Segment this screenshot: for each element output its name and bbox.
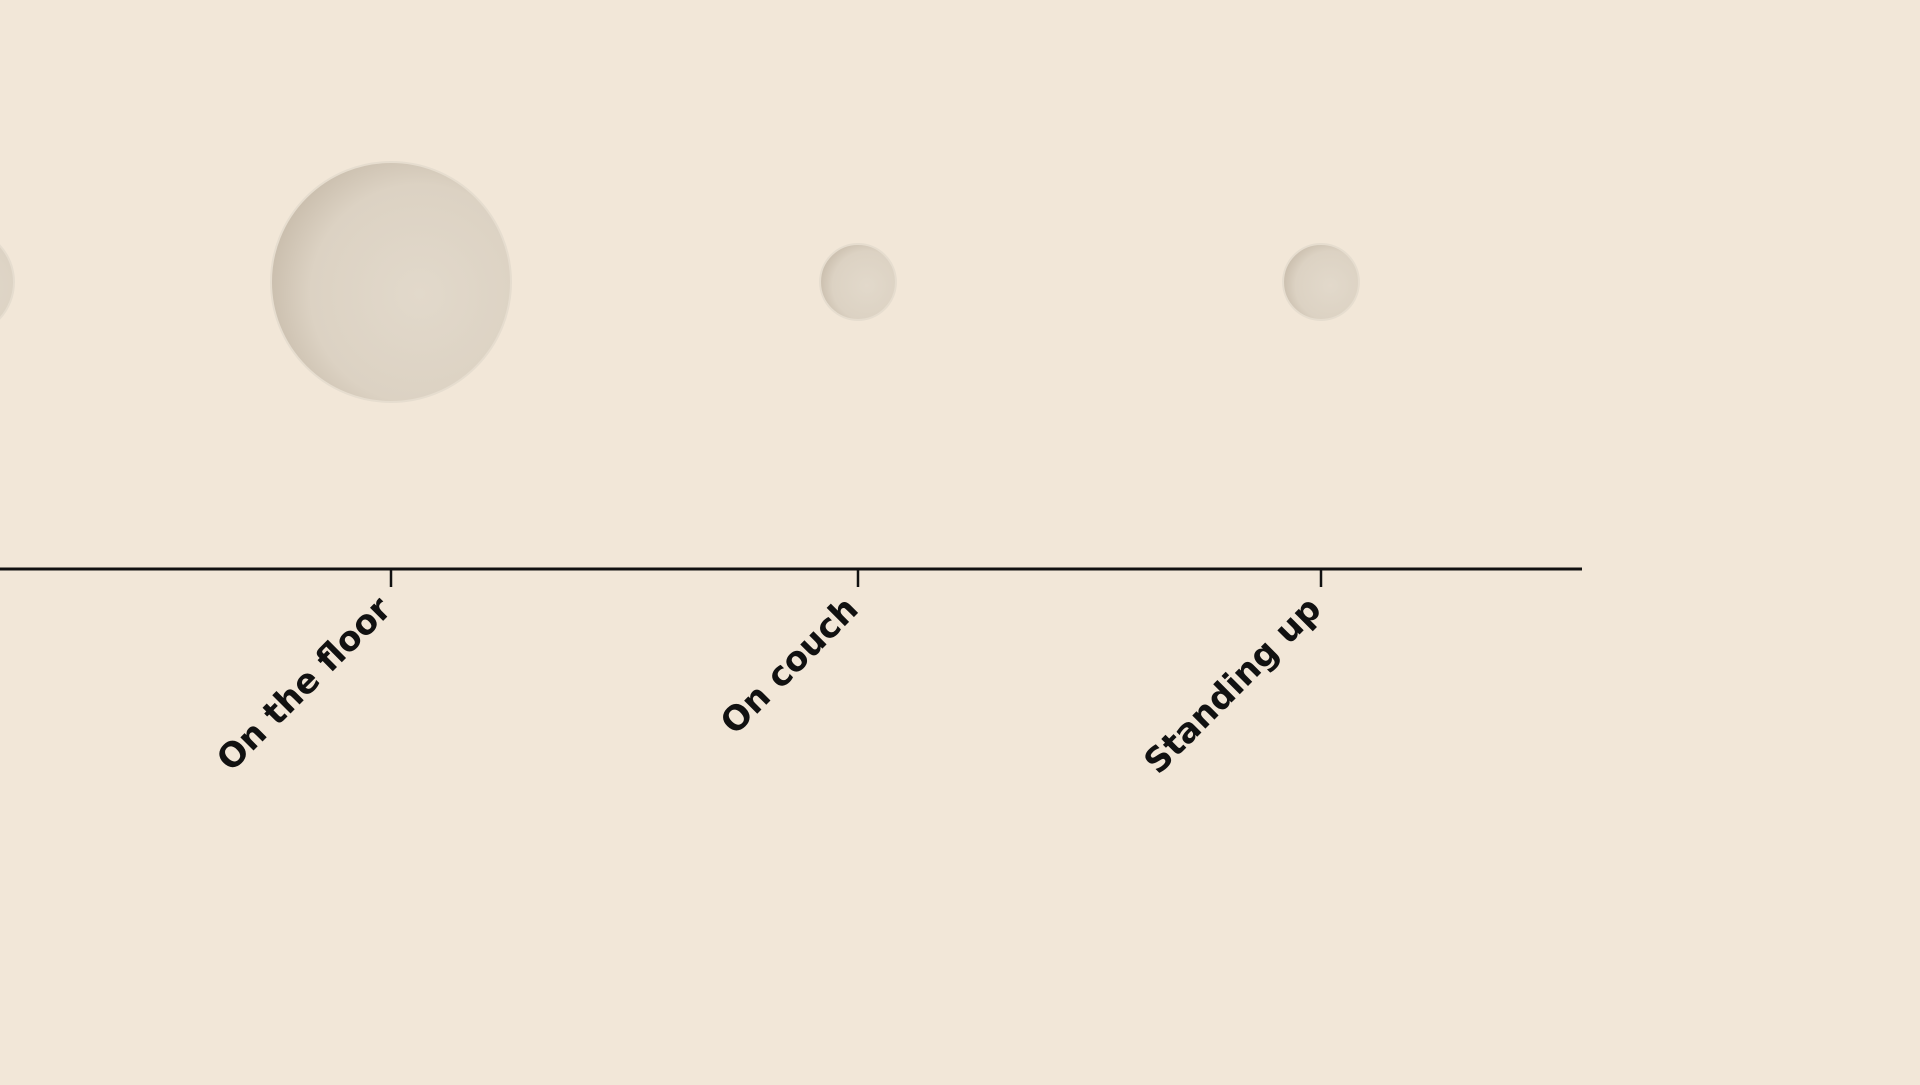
x-tick-label: Standing up xyxy=(1136,589,1329,782)
bubble-standing-up xyxy=(1282,243,1360,321)
bubbles-layer xyxy=(0,161,1360,403)
x-tick-label: On the floor xyxy=(209,589,399,779)
bubble-on-the-floor xyxy=(270,161,512,403)
bubble-on-couch xyxy=(819,243,897,321)
x-axis-tick-labels: On the floor On couch Standing up xyxy=(209,589,1329,782)
x-axis-ticks xyxy=(389,569,1323,587)
bubble-offscreen xyxy=(0,244,15,320)
x-tick-label: On couch xyxy=(713,589,866,742)
